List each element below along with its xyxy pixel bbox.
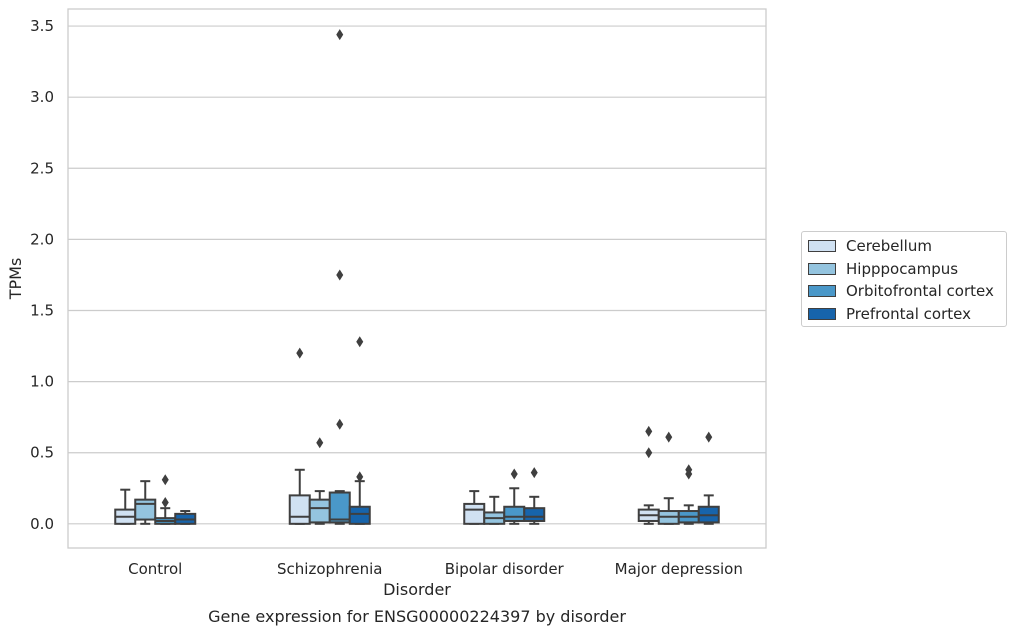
y-tick-label: 1.0 <box>30 373 54 391</box>
outlier-point <box>336 29 344 41</box>
outlier-point <box>336 418 344 430</box>
outlier-point <box>705 431 713 443</box>
box-iqr <box>288 494 311 525</box>
box-orbitofrontal-cortex <box>503 468 526 525</box>
box-cerebellum <box>114 488 137 525</box>
outlier-point <box>645 425 653 437</box>
outlier-point <box>665 431 673 443</box>
box-prefrontal-cortex <box>523 467 546 525</box>
legend-swatch <box>808 240 836 252</box>
legend-label: Orbitofrontal cortex <box>846 282 994 300</box>
box-iqr <box>463 502 486 525</box>
y-tick-label: 0.0 <box>30 515 54 533</box>
y-tick-label: 3.5 <box>30 17 54 35</box>
box-cerebellum <box>288 347 311 525</box>
box-iqr <box>328 491 351 524</box>
box-cerebellum <box>463 490 486 525</box>
box-iqr <box>134 498 157 521</box>
outlier-point <box>645 447 653 459</box>
y-tick-label: 2.5 <box>30 159 54 177</box>
box-hipppocampus <box>308 437 331 525</box>
box-orbitofrontal-cortex <box>328 29 351 525</box>
outlier-point <box>316 437 324 449</box>
outlier-point <box>510 468 518 480</box>
outlier-point <box>530 467 538 479</box>
y-tick-labels: 0.0 0.5 1.0 1.5 2.0 2.5 3.0 3.5 <box>30 17 54 533</box>
box-plots <box>114 29 720 525</box>
legend-item: Hipppocampus <box>808 259 958 279</box>
legend: Cerebellum Hipppocampus Orbitofrontal cort… <box>801 231 1007 327</box>
y-tick-label: 0.5 <box>30 444 54 462</box>
x-tick-label: Major depression <box>615 560 743 578</box>
box-hipppocampus <box>483 495 506 525</box>
y-tick-label: 1.5 <box>30 301 54 319</box>
chart-title: Gene expression for ENSG00000224397 by d… <box>208 607 626 626</box>
legend-swatch <box>808 285 836 297</box>
legend-label: Hipppocampus <box>846 259 959 278</box>
y-tick-label: 2.0 <box>30 230 54 248</box>
box-cerebellum <box>637 425 660 525</box>
outlier-point <box>356 336 364 348</box>
x-tick-label: Control <box>128 560 182 578</box>
legend-label: Prefrontal cortex <box>846 304 971 323</box>
outlier-point <box>161 474 169 486</box>
outlier-point <box>336 269 344 281</box>
y-axis-label: TPMs <box>6 258 25 301</box>
y-gridlines <box>68 25 766 525</box>
box-hipppocampus <box>657 431 680 525</box>
legend-swatch <box>808 307 836 320</box>
box-prefrontal-cortex <box>348 336 371 525</box>
plot-area-frame <box>67 8 767 549</box>
outlier-point <box>685 464 693 476</box>
box-hipppocampus <box>134 480 157 525</box>
box-iqr <box>348 505 371 525</box>
box-iqr <box>308 498 331 524</box>
legend-label: Cerebellum <box>846 237 932 255</box>
x-axis-label: Disorder <box>383 580 451 599</box>
box-prefrontal-cortex <box>174 510 197 525</box>
legend-item: Cerebellum <box>808 236 932 256</box>
legend-item: Orbitofrontal cortex <box>808 281 994 301</box>
box-orbitofrontal-cortex <box>154 474 177 525</box>
box-prefrontal-cortex <box>697 431 720 525</box>
y-tick-label: 3.0 <box>30 88 54 106</box>
legend-item: Prefrontal cortex <box>808 304 971 324</box>
outlier-point <box>296 347 304 359</box>
outlier-point <box>356 471 364 483</box>
outlier-point <box>161 496 169 508</box>
x-tick-label: Schizophrenia <box>277 560 382 578</box>
box-orbitofrontal-cortex <box>677 464 700 525</box>
box-iqr <box>523 507 546 522</box>
legend-swatch <box>808 262 836 275</box>
x-tick-label: Bipolar disorder <box>445 560 565 578</box>
box-iqr <box>503 505 526 522</box>
x-tick-labels: Control Schizophrenia Bipolar disorder Majo… <box>128 560 743 578</box>
